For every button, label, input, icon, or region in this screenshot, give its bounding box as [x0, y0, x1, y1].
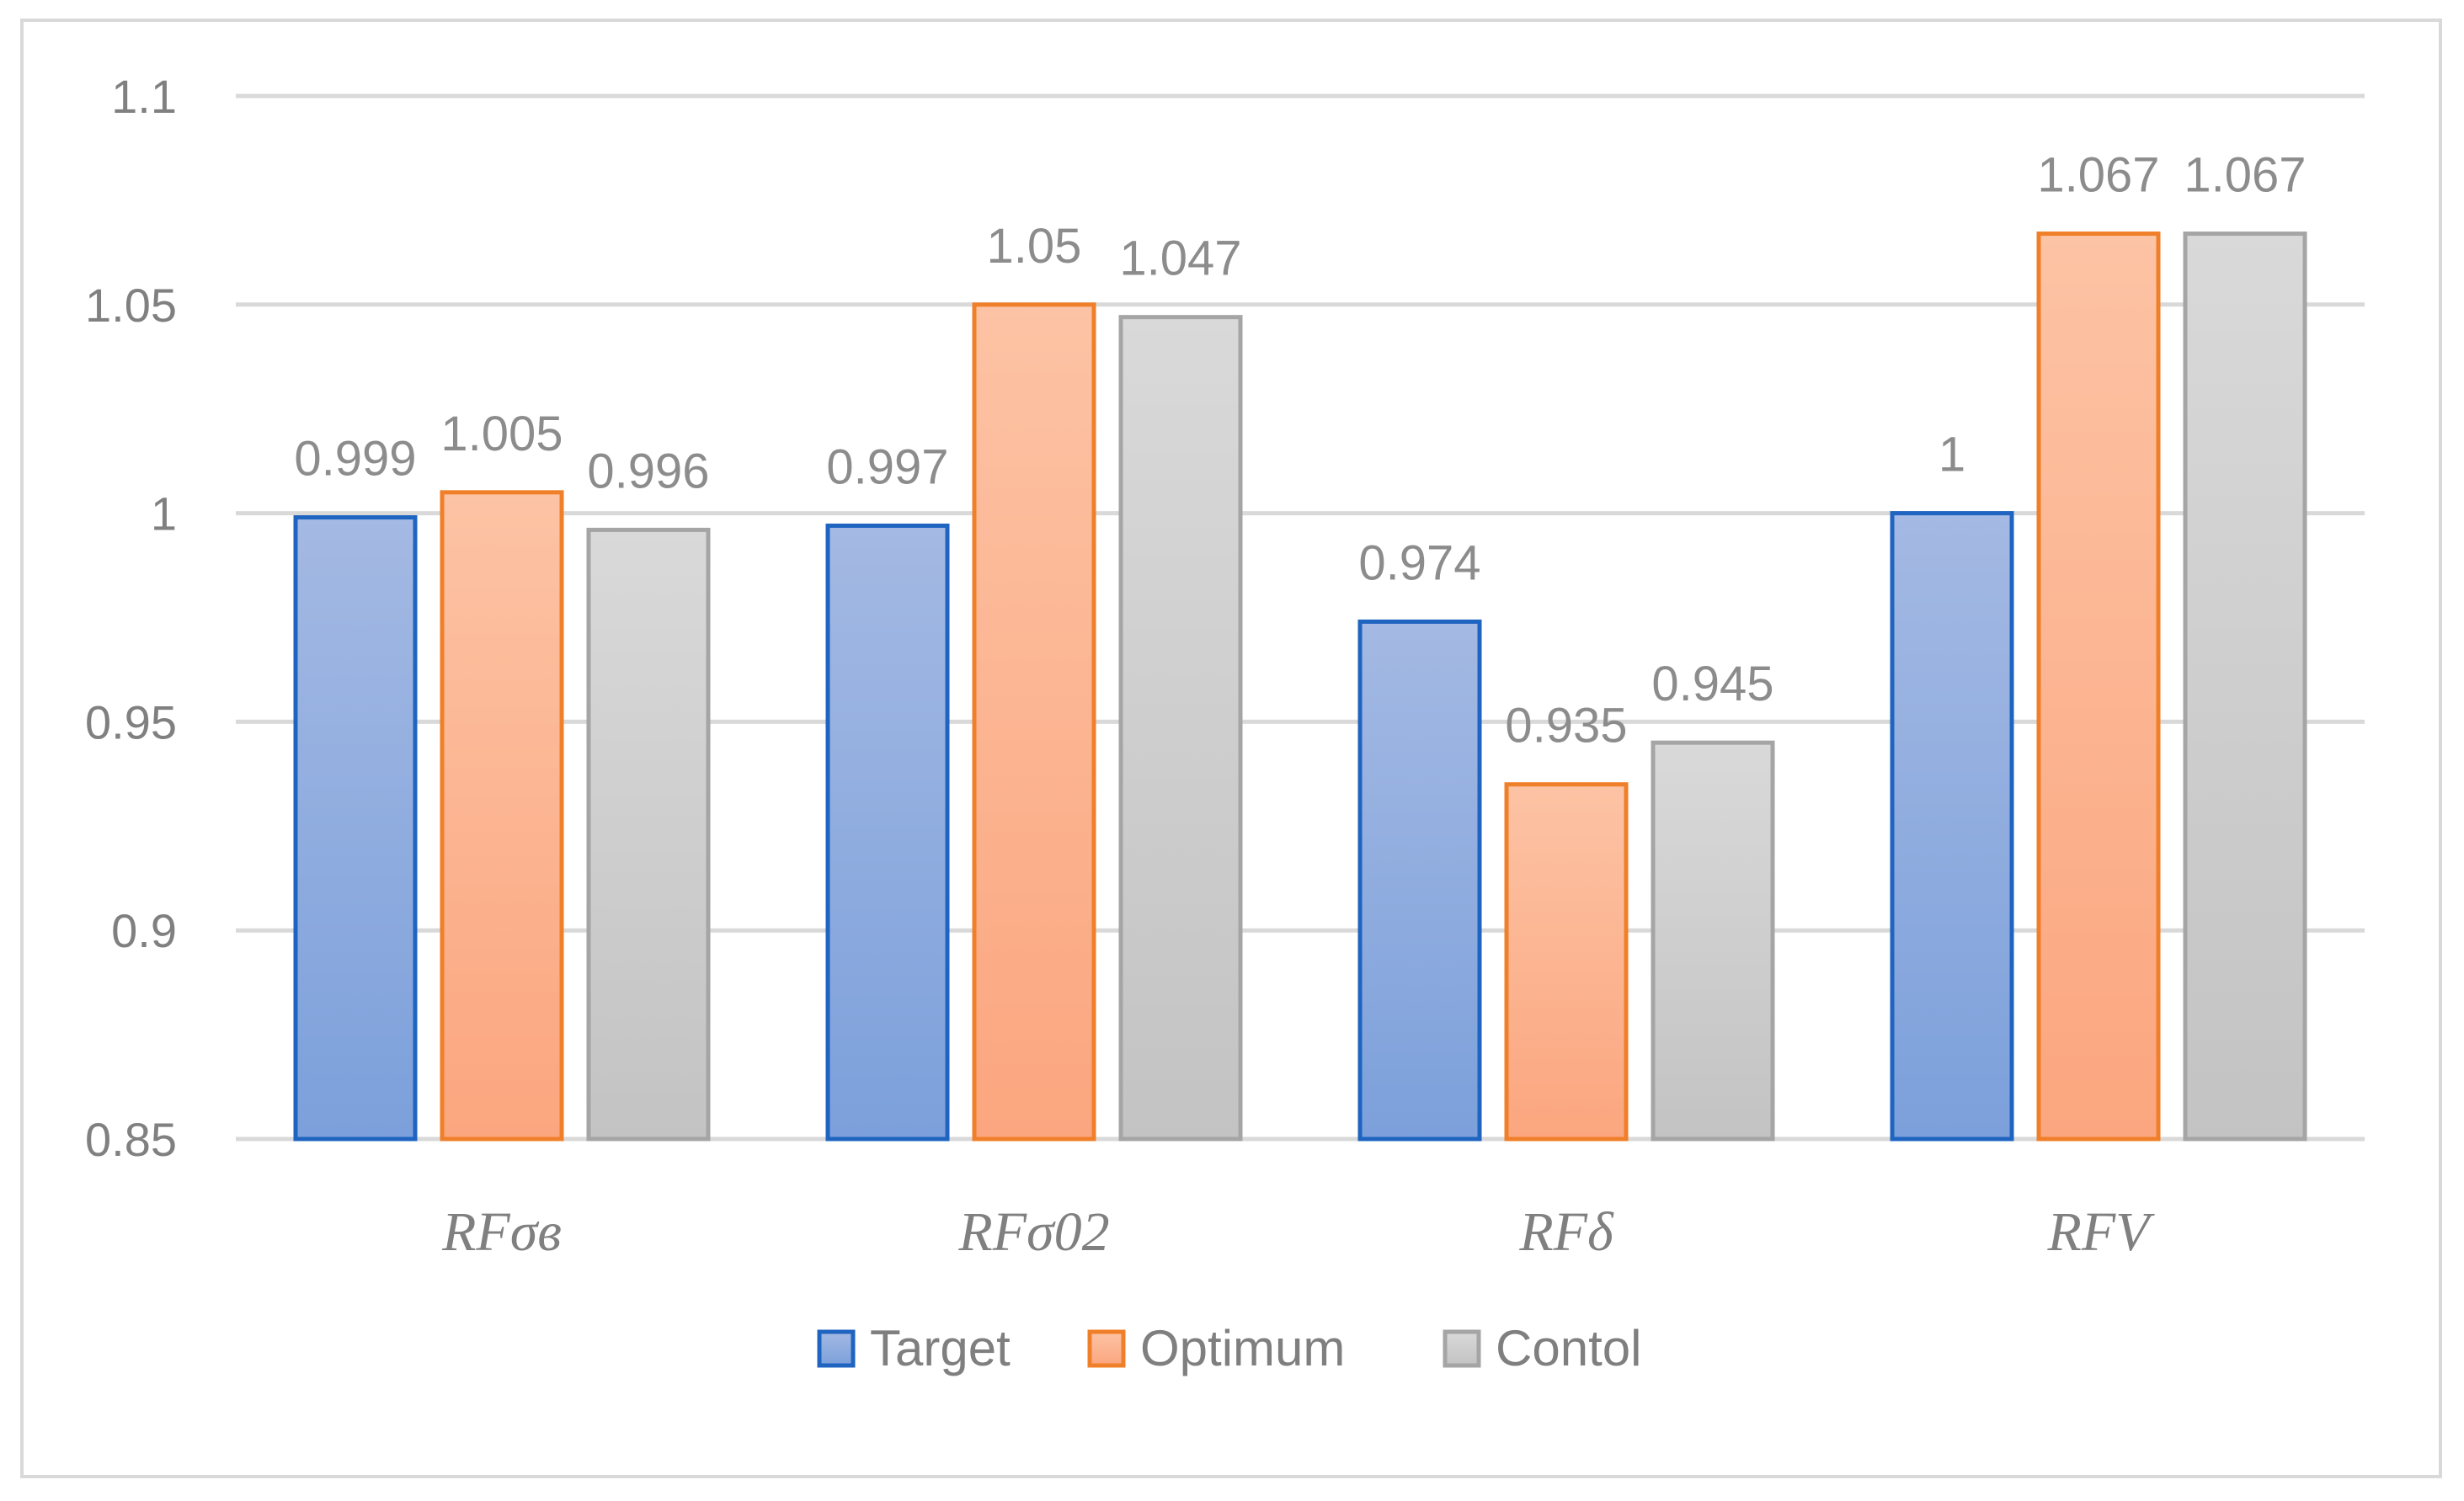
- data-label: 0.945: [1651, 657, 1773, 711]
- data-label: 1.067: [2037, 148, 2159, 203]
- legend-swatch: [817, 1329, 856, 1368]
- bar-contol-0: [586, 527, 711, 1142]
- bar-contol-2: [1651, 740, 1775, 1142]
- legend: Target Optimum Contol: [817, 1320, 1641, 1376]
- y-tick-label: 0.9: [111, 904, 177, 957]
- legend-label: Target: [870, 1320, 1011, 1376]
- x-category-label: RFσ02: [957, 1201, 1109, 1263]
- legend-item-contol: Contol: [1443, 1320, 1641, 1376]
- x-axis-category-labels: RFσв RFσ02 RFδ RFV: [441, 1201, 2155, 1263]
- bar-optimum-1: [972, 302, 1096, 1142]
- bar-contol-3: [2183, 232, 2307, 1142]
- data-label: 0.935: [1505, 699, 1627, 753]
- legend-item-optimum: Optimum: [1087, 1320, 1345, 1376]
- legend-swatch: [1443, 1329, 1481, 1368]
- data-label: 1.067: [2184, 148, 2306, 203]
- y-tick-label: 0.95: [85, 695, 177, 748]
- legend-item-target: Target: [817, 1320, 1011, 1376]
- y-tick-label: 0.85: [85, 1113, 177, 1166]
- data-label: 1.005: [440, 407, 563, 461]
- bar-optimum-3: [2036, 232, 2161, 1142]
- data-label: 0.996: [587, 444, 709, 498]
- y-axis-tick-labels: 0.85 0.9 0.95 1 1.05 1.1: [85, 70, 177, 1166]
- data-labels-layer: 0.999 1.005 0.996 0.997 1.05 1.047 0.974 0.935 0…: [294, 148, 2306, 753]
- bar-optimum-0: [440, 490, 564, 1142]
- bar-target-2: [1357, 619, 1482, 1142]
- legend-swatch: [1087, 1329, 1126, 1368]
- data-label: 1.05: [987, 219, 1082, 274]
- legend-label: Contol: [1496, 1320, 1641, 1376]
- y-tick-label: 1: [151, 487, 177, 540]
- data-label: 0.997: [826, 439, 948, 494]
- x-category-label: RFV: [2047, 1201, 2156, 1263]
- data-label: 0.974: [1358, 535, 1480, 590]
- x-category-label: RFσв: [441, 1201, 562, 1263]
- y-tick-label: 1.1: [111, 70, 177, 123]
- bar-contol-1: [1118, 315, 1243, 1142]
- y-tick-label: 1.05: [85, 279, 177, 332]
- bars-layer: [293, 232, 2307, 1142]
- data-label: 1.047: [1119, 232, 1241, 286]
- legend-label: Optimum: [1140, 1320, 1345, 1376]
- bar-target-0: [293, 515, 418, 1142]
- x-category-label: RFδ: [1518, 1201, 1614, 1263]
- data-label: 0.999: [294, 432, 416, 487]
- data-label: 1: [1939, 428, 1965, 482]
- bar-optimum-2: [1504, 782, 1629, 1142]
- bar-target-3: [1890, 511, 2014, 1142]
- bar-target-1: [825, 523, 950, 1142]
